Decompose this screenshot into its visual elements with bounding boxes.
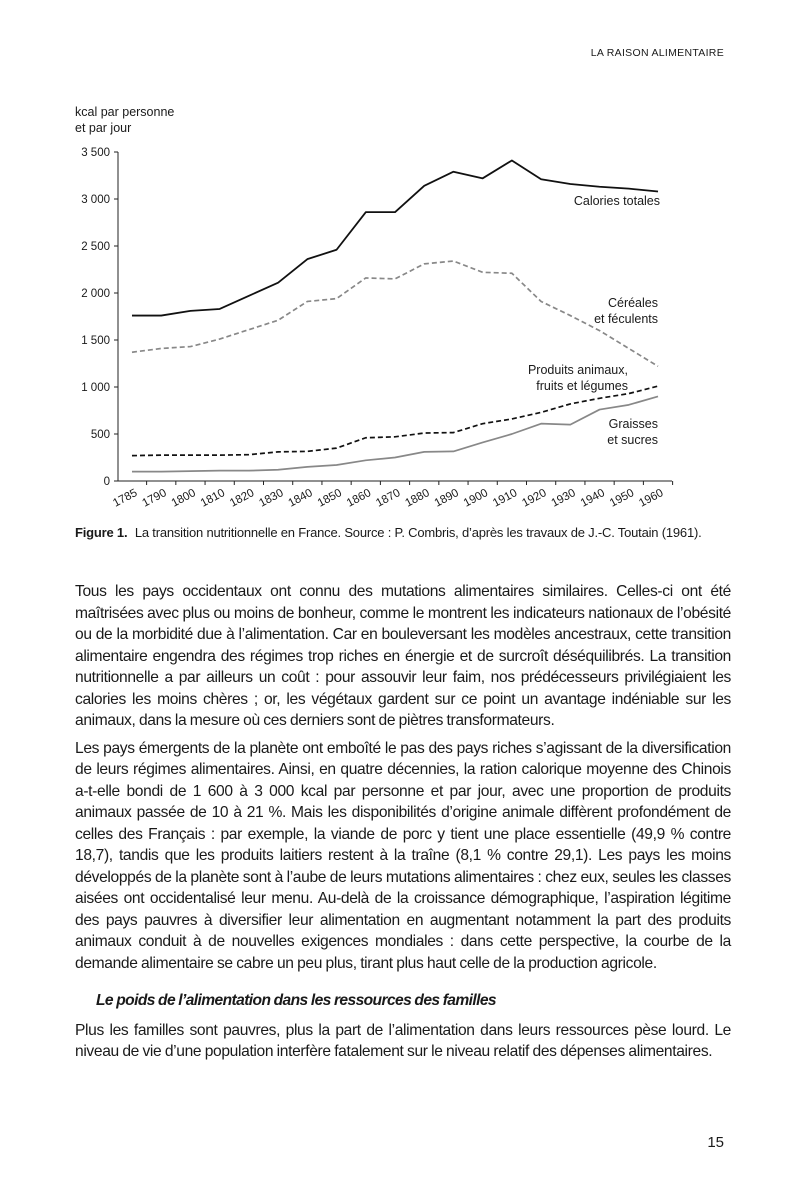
x-tick-label: 1860 bbox=[345, 487, 373, 510]
x-tick-label: 1950 bbox=[608, 487, 636, 510]
y-tick-label: 0 bbox=[104, 476, 110, 488]
x-tick-label: 1890 bbox=[433, 487, 461, 510]
y-tick-label: 1 500 bbox=[81, 335, 110, 347]
series-label: Graisses bbox=[609, 417, 658, 431]
y-tick-label: 3 500 bbox=[81, 147, 110, 159]
series-line bbox=[132, 159, 659, 317]
y-tick-label: 1 000 bbox=[81, 382, 110, 394]
paragraph: Les pays émergents de la planète ont emb… bbox=[75, 739, 731, 972]
x-tick-label: 1800 bbox=[170, 487, 198, 510]
x-tick-label: 1820 bbox=[228, 487, 256, 510]
series-line bbox=[132, 395, 659, 473]
series-line bbox=[131, 260, 659, 368]
x-tick-label: 1910 bbox=[491, 487, 519, 510]
body-text: Tous les pays occidentaux ont connu des … bbox=[75, 581, 731, 1069]
x-tick-label: 1940 bbox=[579, 487, 607, 510]
series-label: Céréales bbox=[608, 296, 658, 310]
series-label: Produits animaux, bbox=[528, 363, 628, 377]
series-label: fruits et légumes bbox=[536, 379, 628, 393]
y-tick-label: 3 000 bbox=[81, 194, 110, 206]
x-tick-label: 1785 bbox=[111, 487, 139, 510]
x-tick-label: 1840 bbox=[287, 487, 315, 510]
paragraph: Plus les familles sont pauvres, plus la … bbox=[75, 1021, 731, 1061]
page-number: 15 bbox=[707, 1134, 724, 1151]
x-tick-label: 1960 bbox=[637, 487, 665, 510]
y-tick-label: 2 000 bbox=[81, 288, 110, 300]
x-tick-label: 1920 bbox=[520, 487, 548, 510]
line-chart: kcal par personne et par jour 0 500 1 000 1 5… bbox=[75, 105, 674, 510]
x-tick-label: 1900 bbox=[462, 487, 490, 510]
figure-caption: Figure 1. La transition nutritionnelle e… bbox=[75, 524, 735, 541]
figure-label: Figure 1. bbox=[75, 525, 128, 540]
y-tick-label: 500 bbox=[91, 429, 110, 441]
x-tick-label: 1850 bbox=[316, 487, 344, 510]
series-label: Calories totales bbox=[574, 194, 660, 208]
paragraph: Tous les pays occidentaux ont connu des … bbox=[75, 583, 731, 729]
y-tick-label: 2 500 bbox=[81, 241, 110, 253]
y-axis-label: et par jour bbox=[75, 121, 131, 135]
figure-caption-text: La transition nutritionnelle en France. … bbox=[134, 525, 702, 540]
x-tick-label: 1830 bbox=[257, 487, 285, 510]
series-label: et féculents bbox=[594, 312, 658, 326]
x-tick-label: 1930 bbox=[550, 487, 578, 510]
series-label: et sucres bbox=[607, 433, 658, 447]
x-tick-label: 1880 bbox=[403, 487, 431, 510]
x-tick-label: 1790 bbox=[140, 487, 168, 510]
running-head: LA RAISON ALIMENTAIRE bbox=[590, 47, 724, 59]
x-tick-label: 1810 bbox=[199, 487, 227, 510]
section-heading: Le poids de l’alimentation dans les ress… bbox=[96, 992, 497, 1009]
y-axis-label: kcal par personne bbox=[75, 105, 174, 119]
x-tick-label: 1870 bbox=[374, 487, 402, 510]
